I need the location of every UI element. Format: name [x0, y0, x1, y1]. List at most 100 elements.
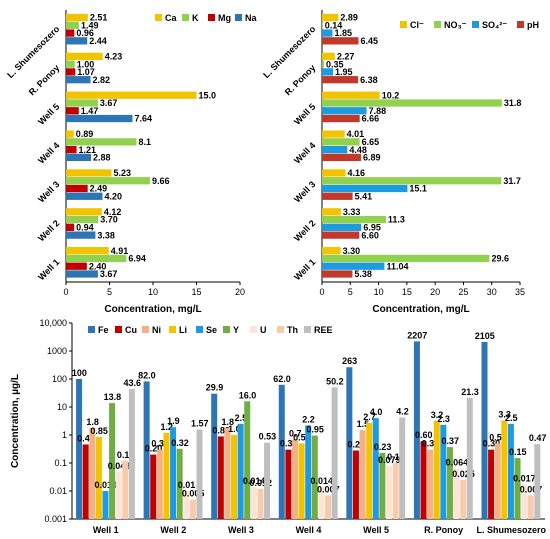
value-label: 5.41: [355, 191, 373, 201]
value-label: 0.53: [259, 432, 277, 442]
bar-Li: [366, 422, 373, 519]
legend-label: Na: [245, 13, 257, 23]
bar-Ni: [224, 427, 231, 519]
value-label: 2.82: [93, 75, 111, 85]
value-label: 0.15: [509, 447, 527, 457]
bar-Cu: [150, 454, 157, 519]
bar-Th: [392, 463, 399, 519]
bar-Th: [257, 488, 264, 519]
bar-SO₄²⁻: [322, 29, 333, 37]
value-label: 263: [342, 356, 357, 366]
bar-SO₄²⁻: [322, 262, 385, 270]
bar-SO₄²⁻: [322, 107, 367, 115]
bar-Fe: [278, 384, 285, 519]
hbar-chart-1: 0 5 10 15 20 25 30 35 Concentration, mg/L Well 1 3…: [261, 10, 539, 315]
bar-Cu: [82, 444, 89, 519]
bar-Fe: [346, 367, 353, 519]
value-label: 50.2: [326, 376, 344, 386]
legend-label: Se: [206, 325, 217, 335]
legend-label: K: [192, 13, 199, 23]
x-tick-label: 15: [402, 287, 412, 297]
bar-Ca: [66, 208, 102, 216]
value-label: 2.44: [89, 36, 107, 46]
legend-label: pH: [527, 20, 539, 30]
bar-Cu: [488, 449, 495, 519]
value-label: 6.89: [363, 153, 381, 163]
value-label: 0.30: [280, 439, 298, 449]
value-label: 4.01: [347, 129, 365, 139]
bar-Li: [95, 436, 102, 519]
value-label: 2.88: [93, 153, 111, 163]
category-label: Well 5: [363, 525, 389, 535]
value-label: 0.32: [171, 438, 189, 448]
bar-Ni: [291, 439, 298, 519]
value-label: 6.94: [128, 254, 146, 264]
bar-REE: [264, 442, 271, 519]
value-label: 2.7: [363, 412, 376, 422]
value-label: 0.079: [378, 455, 401, 465]
legend-swatch: [88, 326, 95, 333]
bar-Y: [244, 401, 251, 519]
category-label: R. Ponoy: [283, 63, 318, 98]
value-label: 1.07: [77, 67, 95, 77]
y-tick-label: 0.1: [54, 458, 67, 468]
bar-Mg: [66, 223, 75, 231]
value-label: 0.94: [76, 222, 94, 232]
bar-U: [183, 491, 190, 519]
bar-Ni: [494, 443, 501, 519]
value-label: 3.3: [498, 409, 511, 419]
legend-label: NO₃⁻: [444, 20, 467, 30]
legend-swatch: [434, 21, 441, 28]
legend-swatch: [196, 326, 203, 333]
bar-Ca: [66, 247, 109, 255]
value-label: 0.064: [446, 457, 469, 467]
bar-Cu: [352, 450, 359, 519]
bar-Y: [176, 448, 183, 519]
value-label: 0.20: [145, 444, 163, 454]
bar-Li: [163, 432, 170, 519]
bar-Cu: [285, 449, 292, 519]
bar-Se: [507, 423, 514, 519]
x-tick-label: 0: [63, 287, 68, 297]
bar-Th: [527, 495, 534, 519]
legend-label: Mg: [218, 13, 231, 23]
bar-U: [453, 468, 460, 519]
y-tick-label: 1: [62, 430, 67, 440]
category-label: Well 2: [160, 525, 186, 535]
legend-label: Ca: [165, 13, 177, 23]
bar-Na: [66, 192, 103, 200]
bar-Fe: [413, 341, 420, 519]
bar-Fe: [76, 379, 83, 519]
value-label: 82.0: [138, 370, 156, 380]
value-label: 1.0: [228, 424, 241, 434]
value-label: 1.95: [335, 67, 353, 77]
bar-Th: [189, 499, 196, 519]
value-label: 0.017: [513, 474, 536, 484]
bar-K: [66, 99, 98, 107]
category-label: Well 3: [36, 179, 61, 204]
value-label: 1.8: [86, 417, 99, 427]
value-label: 4.20: [105, 191, 123, 201]
bar-Y: [514, 458, 521, 519]
legend-label: Fe: [98, 325, 109, 335]
legend-label: Cu: [125, 325, 137, 335]
value-label: 1.5: [357, 419, 370, 429]
y-tick-label: 0.01: [49, 486, 67, 496]
bar-Na: [66, 76, 91, 84]
bar-K: [66, 21, 79, 29]
bar-K: [66, 254, 127, 263]
bar-Fe: [143, 381, 150, 519]
bar-Mg: [66, 262, 87, 270]
value-label: 0.048: [108, 461, 131, 471]
value-label: 21.3: [461, 387, 479, 397]
value-label: 1.9: [167, 416, 180, 426]
bar-Li: [298, 443, 305, 519]
category-label: Well 4: [36, 140, 61, 165]
category-label: Well 4: [296, 525, 322, 535]
bar-NO₃⁻: [322, 254, 490, 263]
bar-Ca: [66, 52, 103, 61]
bar-NO₃⁻: [322, 138, 360, 146]
x-tick-label: 10: [374, 287, 384, 297]
value-label: 1.85: [334, 28, 352, 38]
category-label: Well 2: [36, 218, 61, 243]
